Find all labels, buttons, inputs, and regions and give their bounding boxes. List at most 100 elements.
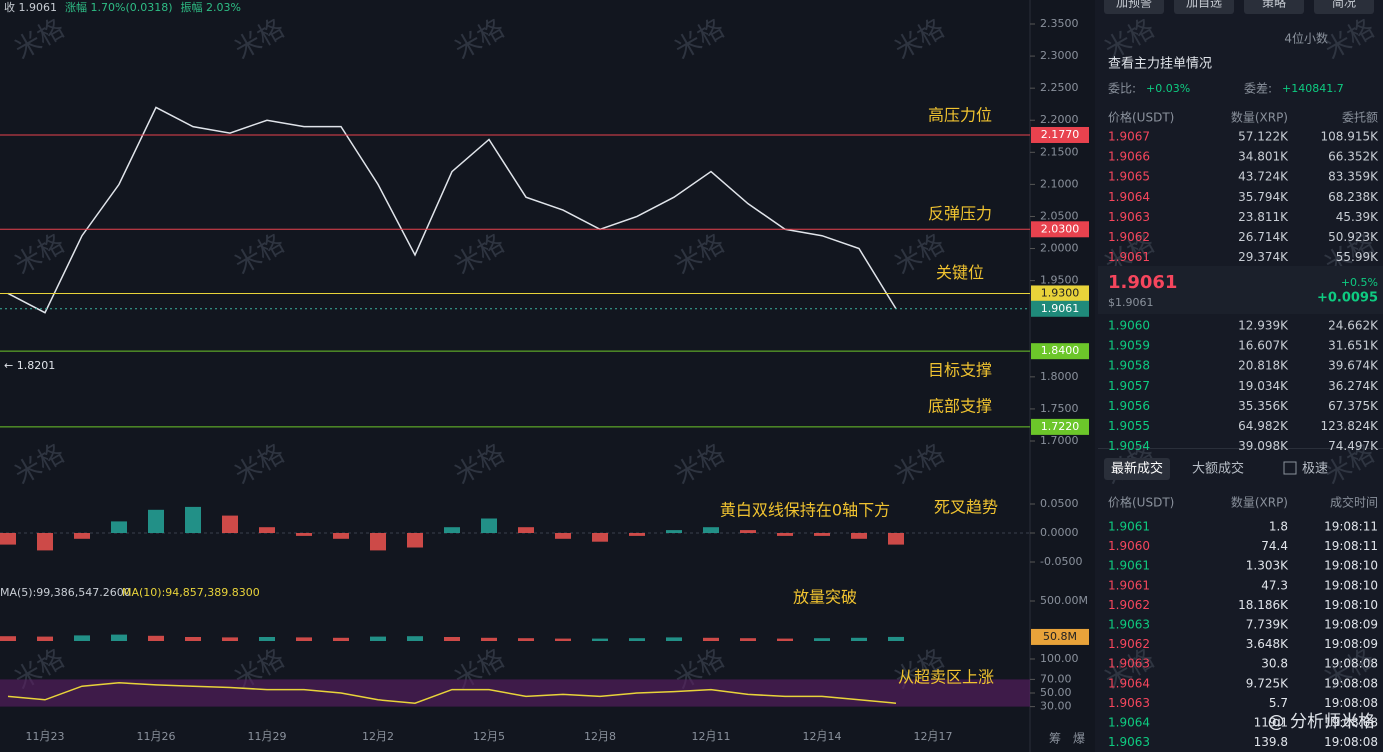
ma-legend: MA(5):99,386,547.2600 — [0, 586, 131, 599]
tab[interactable] — [1104, 458, 1170, 480]
price-tag-label: 1.9300 — [1041, 286, 1080, 299]
price-tag-label: 2.1770 — [1041, 128, 1080, 141]
trade-cell: 119.1 — [1254, 716, 1288, 730]
trade-cell: 19:08:08 — [1324, 735, 1378, 749]
macd-bar — [851, 533, 867, 539]
column-header: 数量(XRP) — [1231, 110, 1288, 125]
button-label: 加自选 — [1186, 0, 1222, 10]
credit: @ 分析师米格 — [1268, 712, 1375, 732]
y-tick-label: 2.1500 — [1040, 145, 1079, 158]
volume-bar — [629, 638, 645, 641]
volume-bar — [814, 638, 830, 641]
macd-bar — [703, 527, 719, 533]
macd-bar — [592, 533, 608, 542]
macd-bar — [185, 506, 201, 533]
bids-cell: 123.824K — [1321, 419, 1380, 433]
macd-bar — [629, 533, 645, 536]
y-tick-label: 100.00 — [1040, 652, 1079, 665]
y-tick-label: 500.00M — [1040, 594, 1088, 607]
trade-cell: 47.3 — [1261, 578, 1288, 592]
price-tag — [1031, 221, 1089, 238]
macd-bar — [37, 533, 53, 551]
trade-cell: 30.8 — [1261, 657, 1288, 671]
trade-cell: 19:08:10 — [1324, 598, 1378, 612]
y-tick-label: 70.00 — [1040, 672, 1072, 685]
button[interactable] — [1104, 0, 1164, 14]
x-tick-label: 12月2 — [362, 730, 394, 743]
bids-cell: 24.662K — [1328, 319, 1379, 333]
asks-cell: 50.923K — [1328, 230, 1379, 244]
trade-cell: 1.9062 — [1108, 598, 1150, 612]
volume-bar — [296, 637, 312, 641]
trade-cell: 1.9061 — [1108, 559, 1150, 573]
price-tag-label: 1.7220 — [1041, 420, 1080, 433]
trade-cell: 19:08:08 — [1324, 676, 1378, 690]
column-header: 数量(XRP) — [1231, 495, 1288, 510]
y-tick-label: 1.9500 — [1040, 274, 1079, 287]
price-tag-label: 2.0300 — [1041, 222, 1080, 235]
checkbox[interactable] — [1283, 461, 1297, 475]
button[interactable] — [1244, 0, 1304, 14]
price-tag — [1031, 628, 1089, 645]
header-stat: 收 1.9061 — [4, 0, 57, 14]
asks-cell: 1.9067 — [1108, 130, 1150, 144]
volume-bar — [444, 637, 460, 641]
bids-cell: 1.9057 — [1108, 379, 1150, 393]
macd-bar — [296, 533, 312, 536]
button-label: 加预警 — [1116, 0, 1152, 10]
y-tick-label: 2.3500 — [1040, 17, 1079, 30]
y-tick-label: 1.7500 — [1040, 402, 1079, 415]
asks-cell: 83.359K — [1328, 170, 1379, 184]
header-stat: 振幅 2.03% — [181, 0, 241, 14]
bids-cell: 64.982K — [1238, 419, 1289, 433]
current-price-usd: $1.9061 — [1108, 296, 1154, 309]
annotation: 放量突破 — [793, 588, 857, 607]
volume-bar — [703, 637, 719, 641]
button-label: 策略 — [1262, 0, 1286, 10]
rsi-line — [7, 682, 897, 704]
trade-cell: 19:08:11 — [1324, 539, 1378, 553]
bids-cell: 20.818K — [1238, 359, 1289, 373]
asks-cell: 66.352K — [1328, 150, 1379, 164]
macd-bar — [888, 533, 904, 545]
current-price: 1.9061 — [1108, 272, 1177, 293]
button[interactable] — [1174, 0, 1234, 14]
low-marker: ← 1.8201 — [4, 359, 55, 372]
volume-bar — [74, 635, 90, 641]
trade-cell: 1.9064 — [1108, 676, 1150, 690]
button[interactable] — [1314, 0, 1374, 14]
asks-cell: 43.724K — [1238, 170, 1289, 184]
volume-bar — [407, 636, 423, 641]
x-tick-label: 11月29 — [248, 730, 287, 743]
ma-legend: MA(10):94,857,389.8300 — [122, 586, 260, 599]
macd-bar — [518, 527, 534, 533]
trade-cell: 1.9063 — [1108, 618, 1150, 632]
price-tag-label: 1.8400 — [1041, 344, 1080, 357]
tool-label: 爆 — [1073, 732, 1085, 746]
level-annotation: 底部支撑 — [928, 396, 992, 415]
volume-bar — [666, 637, 682, 641]
macd-bar — [444, 527, 460, 533]
price-tag-label: 1.9061 — [1041, 302, 1080, 315]
macd-bar — [666, 530, 682, 533]
trade-cell: 1.9063 — [1108, 696, 1150, 710]
change-pct: +0.5% — [1341, 276, 1378, 289]
x-tick-label: 12月17 — [914, 730, 953, 743]
column-header: 价格(USDT) — [1108, 495, 1174, 510]
ratio-value: +0.03% — [1146, 82, 1190, 95]
tab-label: 极速 — [1302, 462, 1328, 477]
price-tag-label: 50.8M — [1043, 630, 1077, 643]
price-tag — [1031, 343, 1089, 360]
trade-cell: 1.9060 — [1108, 539, 1150, 553]
asks-cell: 1.9062 — [1108, 230, 1150, 244]
trade-cell: 1.9064 — [1108, 716, 1150, 730]
tab-label: 大额成交 — [1192, 461, 1244, 477]
asks-cell: 1.9063 — [1108, 210, 1150, 224]
trade-cell: 1.9063 — [1108, 735, 1150, 749]
asks-cell: 26.714K — [1238, 230, 1289, 244]
trade-cell: 74.4 — [1261, 539, 1288, 553]
level-annotation: 关键位 — [936, 263, 984, 282]
trade-cell: 19:08:09 — [1324, 637, 1378, 651]
x-tick-label: 12月14 — [803, 730, 842, 743]
